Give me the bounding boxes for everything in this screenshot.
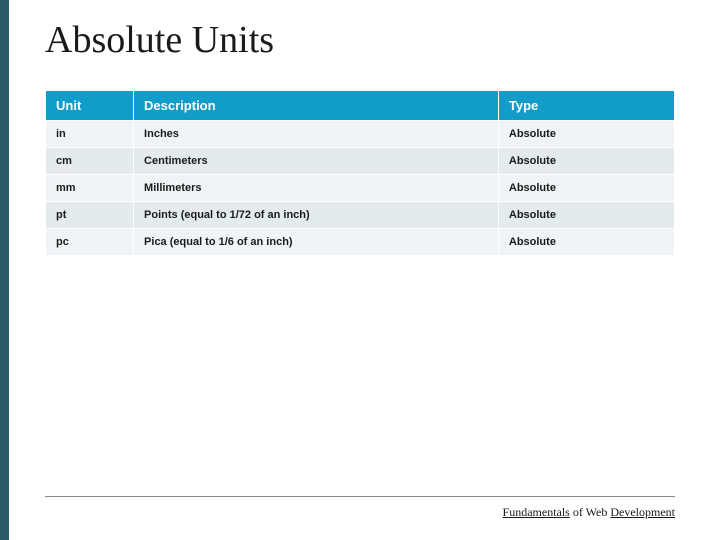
table-row: mm Millimeters Absolute — [46, 175, 675, 202]
table-row: pc Pica (equal to 1/6 of an inch) Absolu… — [46, 229, 675, 256]
footer-word-plain: of Web — [570, 505, 610, 519]
footer-word-2: Development — [610, 505, 675, 519]
accent-bar — [0, 0, 9, 540]
col-header-description: Description — [134, 91, 499, 121]
slide-footer: Fundamentals of Web Development — [45, 496, 675, 520]
cell-type: Absolute — [498, 175, 674, 202]
cell-description: Millimeters — [134, 175, 499, 202]
page-title: Absolute Units — [45, 18, 675, 62]
cell-description: Inches — [134, 121, 499, 148]
cell-description: Centimeters — [134, 148, 499, 175]
table-header-row: Unit Description Type — [46, 91, 675, 121]
table-row: cm Centimeters Absolute — [46, 148, 675, 175]
cell-type: Absolute — [498, 202, 674, 229]
cell-description: Points (equal to 1/72 of an inch) — [134, 202, 499, 229]
cell-unit: mm — [46, 175, 134, 202]
cell-description: Pica (equal to 1/6 of an inch) — [134, 229, 499, 256]
footer-word-1: Fundamentals — [503, 505, 570, 519]
cell-unit: pt — [46, 202, 134, 229]
cell-type: Absolute — [498, 121, 674, 148]
units-table: Unit Description Type in Inches Absolute… — [45, 90, 675, 256]
cell-unit: in — [46, 121, 134, 148]
footer-text: Fundamentals of Web Development — [45, 505, 675, 520]
table-row: in Inches Absolute — [46, 121, 675, 148]
cell-unit: cm — [46, 148, 134, 175]
col-header-type: Type — [498, 91, 674, 121]
table-row: pt Points (equal to 1/72 of an inch) Abs… — [46, 202, 675, 229]
cell-type: Absolute — [498, 229, 674, 256]
col-header-unit: Unit — [46, 91, 134, 121]
cell-type: Absolute — [498, 148, 674, 175]
slide-content: Absolute Units Unit Description Type in … — [0, 0, 720, 256]
cell-unit: pc — [46, 229, 134, 256]
footer-divider — [45, 496, 675, 497]
